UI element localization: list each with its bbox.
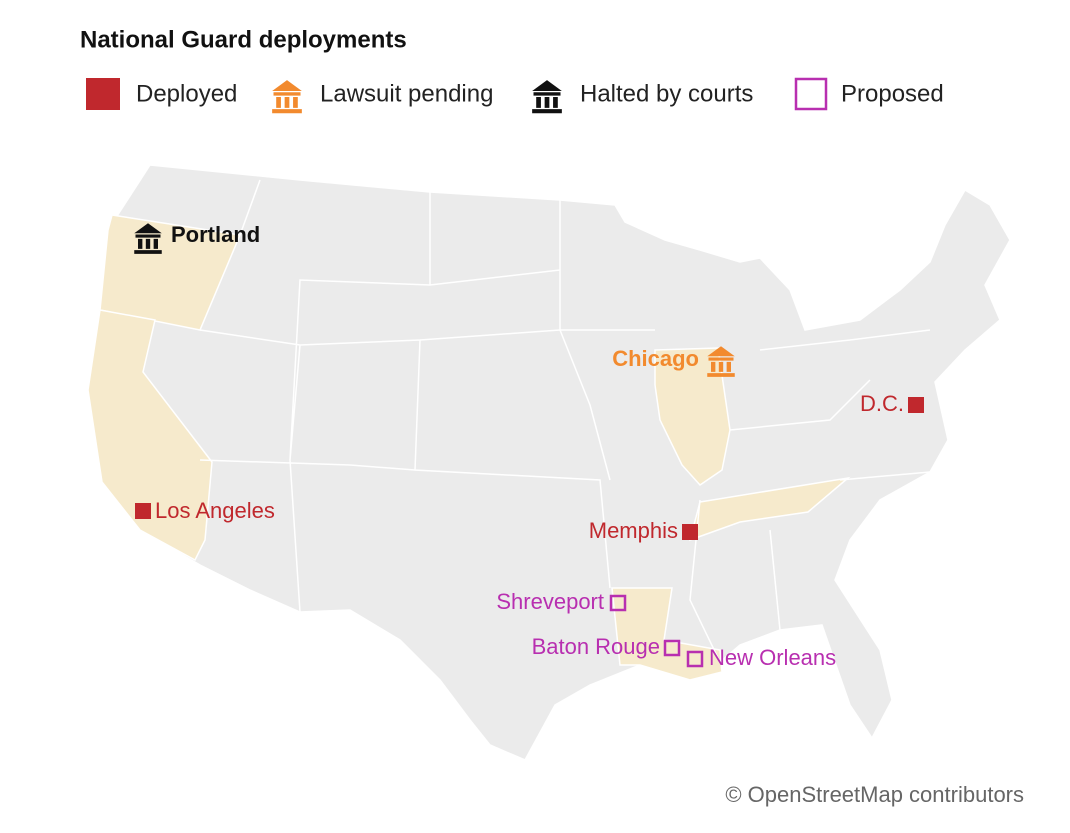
legend: Deployed Lawsuit pending Halted by court… bbox=[86, 77, 944, 114]
state-california bbox=[87, 309, 213, 562]
city-label: Shreveport bbox=[496, 589, 604, 614]
legend-icon bbox=[532, 80, 562, 114]
city-label: Memphis bbox=[589, 518, 678, 543]
legend-label: Lawsuit pending bbox=[320, 80, 493, 107]
cities: Portland Chicago Los Angeles Memphis D.C… bbox=[134, 222, 924, 670]
attribution: © OpenStreetMap contributors bbox=[725, 782, 1024, 807]
base-map bbox=[87, 164, 1011, 761]
state-borders bbox=[199, 179, 931, 663]
legend-swatch bbox=[86, 78, 120, 110]
city-marker bbox=[663, 639, 681, 657]
city-marker bbox=[135, 503, 151, 519]
city-label: Portland bbox=[171, 222, 260, 247]
legend-label: Proposed bbox=[841, 80, 944, 107]
legend-label: Deployed bbox=[136, 80, 237, 107]
city-label: New Orleans bbox=[709, 645, 836, 670]
city-marker bbox=[908, 397, 924, 413]
legend-icon bbox=[272, 80, 302, 114]
city-label: Chicago bbox=[612, 346, 699, 371]
city-marker bbox=[686, 650, 704, 668]
title: National Guard deployments bbox=[80, 26, 407, 53]
legend-swatch bbox=[794, 77, 828, 111]
legend-label: Halted by courts bbox=[580, 80, 753, 107]
us-outline bbox=[87, 164, 1011, 761]
city-marker bbox=[609, 594, 627, 612]
state-louisiana bbox=[611, 587, 723, 681]
city-label: Baton Rouge bbox=[532, 634, 660, 659]
city-marker bbox=[682, 524, 698, 540]
city-label: D.C. bbox=[860, 391, 904, 416]
city-label: Los Angeles bbox=[155, 498, 275, 523]
